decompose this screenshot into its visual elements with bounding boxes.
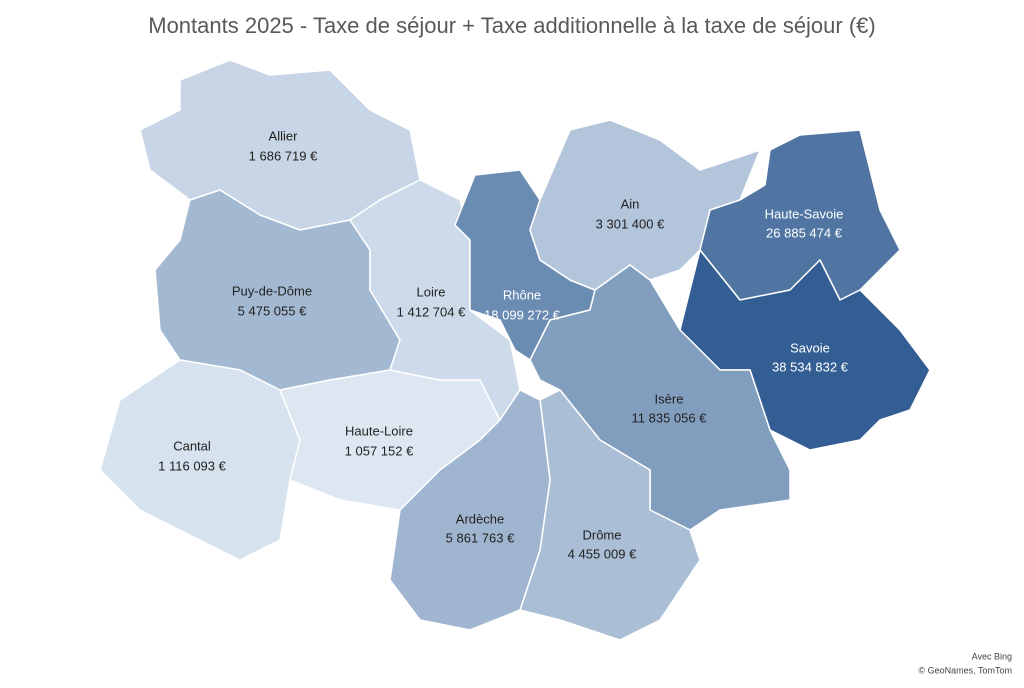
region-name: Puy-de-Dôme [232, 283, 312, 298]
attribution: Avec Bing [972, 651, 1012, 661]
region-name: Haute-Savoie [765, 206, 844, 221]
regions [99, 59, 931, 641]
region [389, 389, 551, 631]
chart-title: Montants 2025 - Taxe de séjour + Taxe ad… [148, 13, 875, 38]
region-name: Isère [655, 391, 684, 406]
region-value: 1 057 152 € [345, 443, 414, 458]
region-value: 38 534 832 € [772, 359, 849, 374]
region-name: Savoie [790, 340, 830, 355]
region-value: 1 686 719 € [249, 148, 318, 163]
region-value: 1 116 093 € [158, 458, 226, 473]
labels: Allier 1 686 719 € Puy-de-Dôme 5 475 055… [158, 128, 849, 561]
region-value: 11 835 056 € [632, 410, 708, 425]
region-value: 3 301 400 € [596, 216, 665, 231]
region-value: 5 475 055 € [238, 303, 307, 318]
region-value: 18 099 272 € [484, 307, 561, 322]
region-name: Cantal [173, 438, 211, 453]
region-value: 1 412 704 € [397, 304, 466, 319]
region-value: 4 455 009 € [568, 546, 637, 561]
region-name: Haute-Loire [345, 423, 413, 438]
attribution: © GeoNames, TomTom [919, 665, 1013, 675]
region-name: Ardèche [456, 511, 504, 526]
region-name: Ain [621, 196, 640, 211]
region [529, 264, 791, 531]
region-value: 5 861 763 € [446, 530, 515, 545]
region-name: Drôme [582, 527, 621, 542]
region-name: Loire [417, 284, 446, 299]
region [99, 359, 301, 561]
region-value: 26 885 474 € [766, 225, 843, 240]
region-name: Allier [269, 128, 299, 143]
region-name: Rhône [503, 287, 541, 302]
